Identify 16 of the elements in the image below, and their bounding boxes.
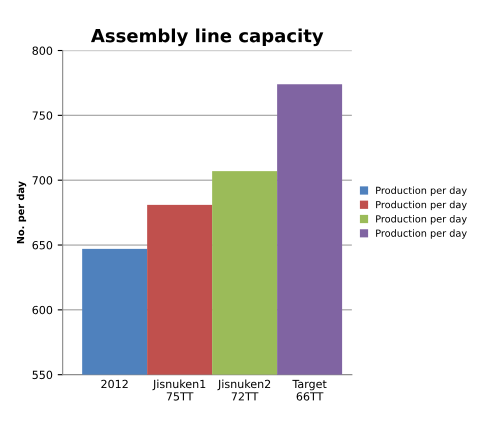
legend-label: Production per day bbox=[376, 200, 467, 210]
legend-label: Production per day bbox=[376, 215, 467, 224]
y-axis-title: No. per day bbox=[16, 181, 26, 244]
chart-title: Assembly line capacity bbox=[90, 28, 324, 46]
y-tick-label: 650 bbox=[32, 240, 52, 250]
x-tick-label: Jisnuken2 72TT bbox=[217, 380, 270, 400]
y-tick-label: 700 bbox=[32, 176, 52, 185]
x-tick-label: Jisnuken1 75TT bbox=[152, 380, 206, 401]
legend-label: Production per day bbox=[376, 186, 467, 196]
y-tick-label: 600 bbox=[32, 306, 52, 314]
y-tick-label: 550 bbox=[32, 370, 52, 380]
legend-label: Production per day bbox=[376, 229, 467, 239]
x-tick-label: 2012 bbox=[101, 380, 128, 388]
y-tick-label: 750 bbox=[32, 111, 52, 120]
x-tick-label: Target 66TT bbox=[292, 380, 327, 401]
y-tick-label: 800 bbox=[32, 46, 52, 55]
